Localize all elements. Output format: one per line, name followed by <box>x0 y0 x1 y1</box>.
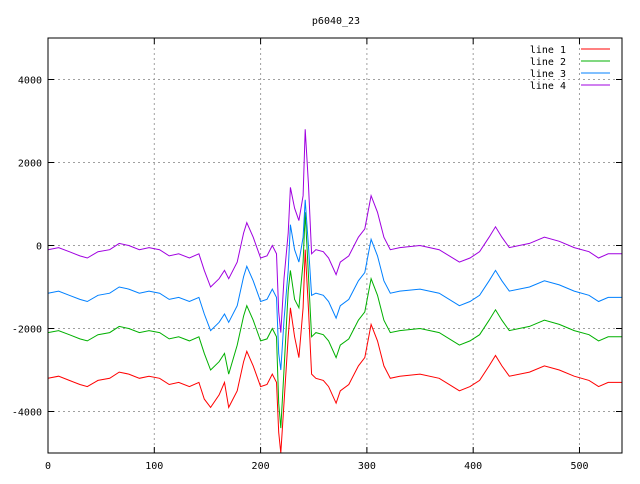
legend-label: line 4 <box>530 81 566 92</box>
axis-ticks: 0 100 200 300 400 500 -4000 -2000 0 2000 4000 <box>12 38 622 472</box>
series-line-1 <box>47 249 622 454</box>
series-lines <box>47 129 622 454</box>
legend-label: line 3 <box>530 69 566 80</box>
x-tick-label: 400 <box>464 461 482 472</box>
plot-frame <box>47 37 623 454</box>
y-tick-label: -2000 <box>12 325 42 336</box>
y-tick-label: -4000 <box>12 408 42 419</box>
x-tick-label: 500 <box>570 461 588 472</box>
series-line-3 <box>47 199 622 371</box>
y-tick-label: 2000 <box>18 159 42 170</box>
y-tick-label: 4000 <box>18 76 42 87</box>
y-tick-label: 0 <box>36 242 42 253</box>
series-line-4 <box>47 129 622 333</box>
chart-title: p6040_23 <box>312 16 360 27</box>
x-tick-label: 200 <box>252 461 270 472</box>
x-tick-label: 100 <box>145 461 163 472</box>
grid <box>48 38 622 453</box>
legend-label: line 2 <box>530 57 566 68</box>
x-tick-label: 0 <box>45 461 51 472</box>
series-line-2 <box>47 212 622 429</box>
legend-label: line 1 <box>530 45 566 56</box>
x-tick-label: 300 <box>358 461 376 472</box>
